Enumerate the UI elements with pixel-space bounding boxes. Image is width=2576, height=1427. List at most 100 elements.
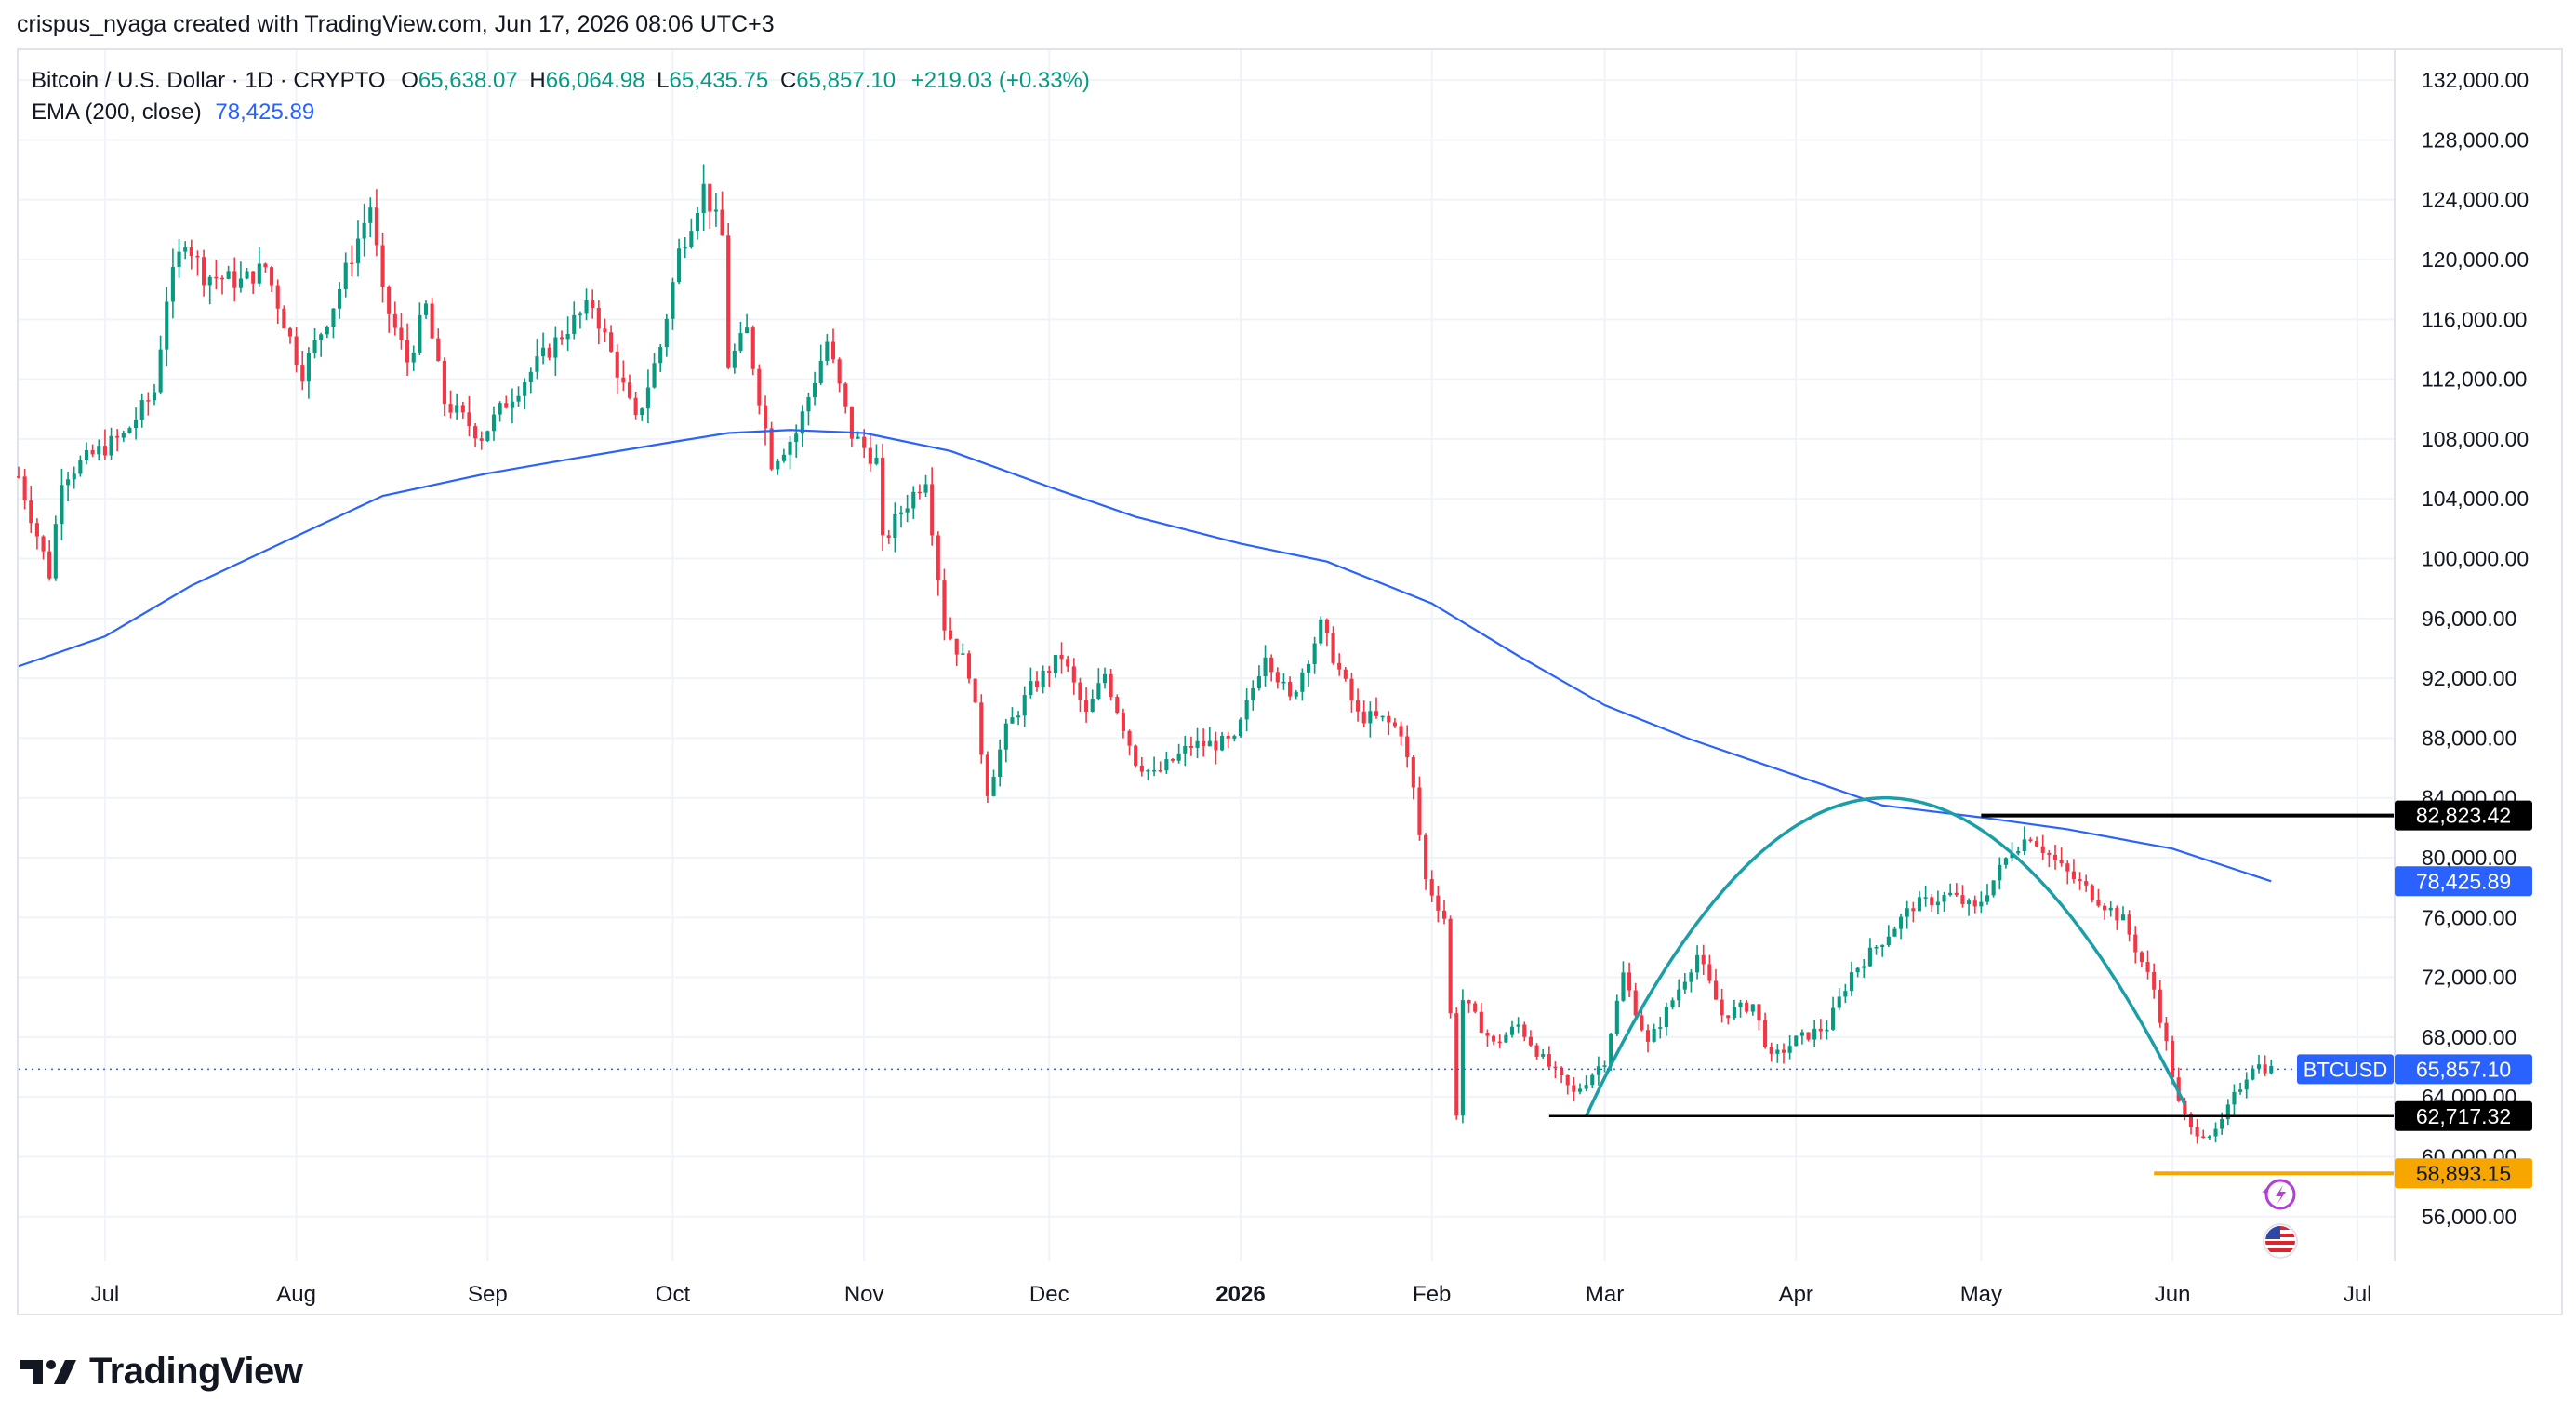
candle-body: [689, 231, 694, 247]
candle-body: [1577, 1088, 1583, 1092]
x-tick-label: Jul: [91, 1282, 120, 1307]
candle-body: [2139, 952, 2144, 963]
candle-body: [2256, 1064, 2262, 1069]
candle-body: [788, 441, 792, 455]
candle-body: [559, 337, 564, 340]
lightning-event-icon[interactable]: [2262, 1179, 2296, 1210]
low-value: 65,435.75: [669, 68, 769, 93]
candle-body: [1349, 678, 1354, 701]
candle-body: [325, 327, 329, 335]
candle-body: [207, 276, 212, 286]
candle-body: [1689, 972, 1693, 982]
high-value: 66,064.98: [545, 68, 645, 93]
candle-body: [1084, 700, 1089, 712]
candle-body: [1170, 759, 1175, 761]
ema-label: EMA (200, close): [32, 100, 202, 125]
candle-body: [565, 333, 570, 340]
candle-body: [1454, 1013, 1459, 1116]
candle-body: [1232, 736, 1237, 739]
chart-panel[interactable]: [17, 48, 2563, 1315]
candle-body: [1738, 1002, 1743, 1007]
candle-body: [1331, 633, 1335, 663]
candle-body: [1621, 972, 1626, 1001]
candle-body: [232, 271, 237, 288]
candle-body: [270, 267, 274, 286]
candle-body: [1319, 619, 1323, 644]
candle-body: [1115, 697, 1120, 714]
candle-body: [1473, 1003, 1478, 1012]
candle-body: [973, 678, 977, 703]
candle-body: [392, 313, 397, 328]
candle-body: [781, 454, 786, 461]
candle-body: [362, 222, 366, 239]
candle-body: [312, 340, 317, 353]
candle-body: [2244, 1079, 2249, 1090]
symbol-legend-row: Bitcoin / U.S. Dollar · 1D · CRYPTO O65,…: [32, 65, 1090, 97]
candle-body: [603, 328, 607, 333]
candle-body: [578, 313, 582, 315]
candle-body: [1664, 1007, 1668, 1028]
candle-body: [1560, 1067, 1564, 1075]
candle-body: [1096, 683, 1101, 700]
candle-body: [498, 403, 502, 415]
candle-body: [1214, 740, 1218, 751]
candle-body: [1967, 900, 1972, 904]
candle-body: [1448, 918, 1453, 1014]
candle-body: [287, 328, 293, 337]
candle-body: [1029, 681, 1033, 696]
y-tick-label: 132,000.00: [2422, 68, 2529, 92]
candle-body: [1294, 691, 1298, 697]
candle-body: [331, 308, 336, 327]
candle-body: [1886, 936, 1891, 946]
candle-body: [652, 363, 657, 388]
candle-body: [368, 207, 373, 223]
candle-body: [874, 457, 879, 464]
time-axis[interactable]: Jul Aug Sep Oct Nov Dec 2026 Feb Mar Apr May Jun Jul: [91, 1282, 2372, 1307]
change-value: +219.03 (+0.33%): [910, 68, 1090, 93]
candle-body: [189, 247, 193, 256]
candle-body: [1825, 1029, 1829, 1032]
support-price-label: 58,893.15: [2416, 1161, 2511, 1185]
candle-body: [1300, 672, 1305, 692]
candle-body: [615, 351, 619, 378]
chart-legend: Bitcoin / U.S. Dollar · 1D · CRYPTO O65,…: [32, 65, 1090, 128]
candle-body: [1942, 895, 1946, 902]
candle-body: [1188, 745, 1193, 748]
candle-body: [1658, 1027, 1663, 1029]
candle-body: [1880, 945, 1885, 947]
candle-body: [1053, 654, 1057, 673]
candle-body: [917, 491, 922, 494]
y-tick-label: 76,000.00: [2422, 905, 2516, 929]
candle-body: [245, 271, 249, 279]
candle-body: [1818, 1028, 1823, 1032]
candle-body: [1849, 972, 1854, 992]
candle-body: [1176, 753, 1181, 761]
candle-body: [380, 245, 385, 287]
candle-body: [158, 349, 163, 393]
y-tick-label: 68,000.00: [2422, 1025, 2516, 1049]
candle-body: [1720, 999, 1724, 1016]
candle-body: [1202, 740, 1206, 747]
candle-body: [2078, 878, 2082, 882]
candle-body: [467, 412, 471, 427]
candle-body: [1281, 681, 1286, 684]
ema-price-label: 78,425.89: [2416, 869, 2511, 893]
candle-body: [1917, 897, 1922, 912]
tradingview-logo[interactable]: TradingView: [20, 1351, 303, 1393]
candle-body: [1127, 730, 1132, 746]
candle-body: [2065, 863, 2070, 872]
y-tick-label: 112,000.00: [2422, 367, 2527, 392]
candle-body: [455, 405, 459, 413]
us-flag-icon[interactable]: [2263, 1223, 2298, 1259]
candle-body: [2201, 1136, 2206, 1139]
candle-body: [1972, 900, 1977, 907]
y-tick-label: 104,000.00: [2422, 487, 2529, 511]
candle-body: [535, 356, 539, 372]
grid-lines: [19, 50, 2395, 1261]
candle-body: [1460, 1000, 1465, 1116]
candle-body: [1368, 711, 1373, 724]
candle-body: [152, 392, 157, 401]
candle-body: [640, 408, 644, 416]
event-icons[interactable]: [2262, 1179, 2298, 1259]
